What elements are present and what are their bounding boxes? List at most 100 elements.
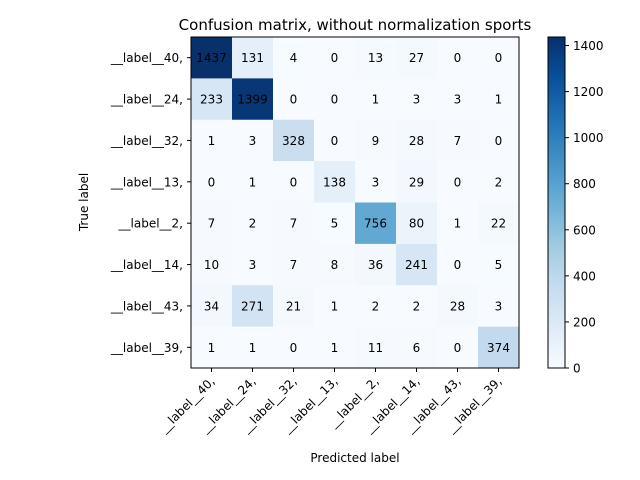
cell-value-label: 1 [208,341,216,355]
y-tick-label: __label__43, [110,299,183,313]
cell-value-label: 3 [413,93,421,107]
heatmap-cells [191,37,520,369]
colorbar-tick-label: 1400 [573,39,604,53]
cell-value-label: 6 [413,341,421,355]
cell-value-label: 11 [368,341,383,355]
cell-value-label: 7 [290,217,298,231]
heatmap-cell [437,326,479,369]
cell-value-label: 3 [249,134,257,148]
cell-value-label: 2 [372,299,380,313]
heatmap-cell [273,243,315,286]
heatmap-cell [478,243,520,286]
heatmap-cell [396,326,438,369]
colorbar [547,36,566,369]
plot-frame [190,36,520,369]
heatmap-cell [437,202,479,245]
heatmap-cell [314,119,356,162]
heatmap-cell [232,285,274,328]
colorbar-tick-label: 1000 [573,131,604,145]
heatmap-cell [437,78,479,121]
heatmap-cell [314,37,356,79]
heatmap-cell [478,202,520,245]
heatmap-cell [396,285,438,328]
heatmap-cell [273,285,315,328]
heatmap-cell [314,161,356,203]
heatmap-cell [191,243,233,286]
colorbar-tick-label: 400 [573,269,596,283]
heatmap-cell [478,326,520,369]
cell-value-label: 1 [249,341,257,355]
cell-value-label: 1 [372,93,380,107]
heatmap-cell [191,37,233,79]
y-tick-label: __label__40, [110,51,183,65]
cell-value-label: 0 [208,175,216,189]
cell-value-label: 0 [290,175,298,189]
heatmap-cell [355,326,397,369]
heatmap-cell [396,37,438,79]
heatmap-cell [191,285,233,328]
cell-value-label: 1 [331,341,339,355]
cell-value-label: 13 [368,51,383,65]
cell-value-label: 1437 [196,51,227,65]
cell-value-label: 10 [204,258,219,272]
cell-value-label: 756 [364,217,387,231]
y-tick-label: __label__32, [110,134,183,148]
heatmap-cell [191,161,233,203]
heatmap-cell [314,243,356,286]
y-tick-label: __label__39, [110,341,183,355]
cell-value-label: 1 [454,217,462,231]
y-axis-label: True label [77,173,91,232]
heatmap-cell [232,326,274,369]
cell-value-label: 2 [495,175,503,189]
cell-value-label: 241 [405,258,428,272]
cell-value-label: 271 [241,299,264,313]
cell-value-label: 3 [495,299,503,313]
cell-value-label: 36 [368,258,383,272]
heatmap-cell [273,78,315,121]
heatmap-cell [314,202,356,245]
chart-title: Confusion matrix, without normalization … [179,16,532,34]
cell-value-label: 2 [413,299,421,313]
cell-value-label: 0 [495,51,503,65]
colorbar-tick-label: 600 [573,223,596,237]
cell-value-label: 7 [454,134,462,148]
cell-value-label: 0 [454,175,462,189]
colorbar-ticks: 0 200 400 600 800 1000 1200 1400 [565,39,604,376]
heatmap-cell [273,119,315,162]
cell-value-label: 29 [409,175,424,189]
heatmap-cell [273,37,315,79]
heatmap-cell [478,161,520,203]
heatmap-cell [355,161,397,203]
cell-value-label: 1 [331,299,339,313]
heatmap-cell [314,78,356,121]
heatmap-cell [396,202,438,245]
heatmap-cell [396,243,438,286]
colorbar-tick-label: 1200 [573,85,604,99]
heatmap-cell [232,243,274,286]
cell-value-label: 1 [495,93,503,107]
heatmap-cell [355,78,397,121]
heatmap-cell [232,202,274,245]
heatmap-cell [273,202,315,245]
cell-value-label: 0 [331,93,339,107]
heatmap-cell [314,326,356,369]
heatmap-cell [437,37,479,79]
heatmap-cell [191,78,233,121]
cell-value-label: 0 [290,341,298,355]
cell-value-label: 27 [409,51,424,65]
cell-value-label: 3 [372,175,380,189]
y-tick-label: __label__24, [110,93,183,107]
colorbar-tick-label: 200 [573,315,596,329]
cell-value-label: 28 [450,299,465,313]
y-tick-label: __label__14, [110,258,183,272]
cell-value-label: 0 [331,51,339,65]
heatmap-cell [478,285,520,328]
cell-value-label: 138 [323,175,346,189]
y-tick-label: __label__2, [118,217,183,231]
cell-value-label: 5 [495,258,503,272]
heatmap-cell [314,285,356,328]
heatmap-cell [232,119,274,162]
cell-value-label: 0 [290,93,298,107]
cell-value-label: 5 [331,217,339,231]
